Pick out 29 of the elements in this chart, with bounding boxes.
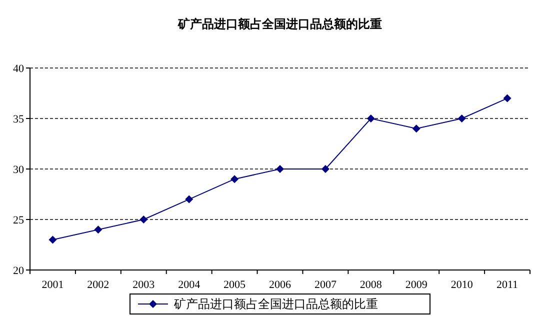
y-tick-label: 40 — [13, 63, 24, 75]
point — [366, 114, 375, 122]
x-tick-label: 2006 — [269, 279, 292, 291]
x-tick-label: 2008 — [360, 279, 382, 291]
x-tick-label: 2004 — [178, 279, 201, 291]
chart-title: 矿产品进口额占全国进口品总额的比重 — [177, 17, 382, 31]
legend-label: 矿产品进口额占全国进口品总额的比重 — [173, 297, 378, 311]
point — [140, 216, 148, 224]
y-tick-label: 30 — [13, 164, 24, 176]
y-tick-label: 35 — [13, 114, 24, 126]
point — [48, 236, 57, 244]
x-tick-label: 2002 — [87, 279, 110, 291]
x-tick-label: 2003 — [132, 279, 156, 291]
y-tick-label: 20 — [13, 265, 24, 277]
x-tick-label: 2001 — [42, 279, 64, 291]
point — [230, 175, 239, 184]
point — [94, 226, 102, 234]
x-tick-label: 2010 — [450, 279, 474, 291]
x-tick-label: 2009 — [405, 279, 428, 291]
y-tick-label: 25 — [13, 214, 24, 226]
point — [321, 165, 330, 173]
point — [276, 165, 284, 173]
x-tick-label: 2005 — [224, 279, 246, 291]
x-tick-label: 2007 — [314, 279, 337, 291]
point — [503, 94, 512, 102]
point — [412, 124, 420, 133]
point — [458, 114, 466, 122]
point — [185, 195, 194, 204]
x-tick-label: 2011 — [496, 279, 518, 291]
